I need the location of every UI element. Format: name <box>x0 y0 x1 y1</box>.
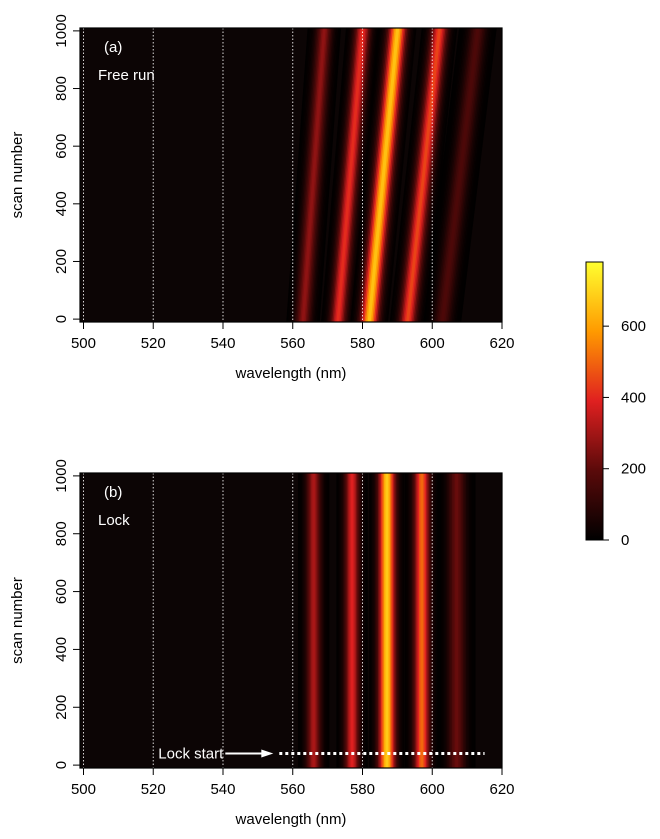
heatmap <box>80 473 502 768</box>
y-tick-label: 800 <box>53 76 70 101</box>
y-axis-label: scan number <box>9 577 26 664</box>
colorbar-tick-label: 600 <box>621 318 646 335</box>
y-tick-label: 0 <box>53 315 70 323</box>
heatmap <box>80 28 502 322</box>
x-tick-label: 600 <box>420 781 445 798</box>
fringe <box>420 473 424 768</box>
fringe <box>350 473 354 768</box>
x-tick-label: 600 <box>420 335 445 352</box>
x-axis-label: wavelength (nm) <box>235 365 347 382</box>
plot-frame <box>79 27 503 323</box>
fringe <box>440 28 480 322</box>
x-tick-label: 580 <box>350 335 375 352</box>
fringe <box>336 28 365 322</box>
panel-subtitle: Lock <box>98 512 130 529</box>
x-tick-label: 520 <box>141 335 166 352</box>
y-tick-label: 800 <box>53 521 70 546</box>
fringe <box>312 473 315 768</box>
x-tick-label: 560 <box>280 781 305 798</box>
fringe <box>367 28 400 322</box>
y-axis-label: scan number <box>9 132 26 219</box>
x-tick-label: 520 <box>141 781 166 798</box>
plot-frame <box>79 472 503 769</box>
y-tick-label: 200 <box>53 249 70 274</box>
arrow-head <box>261 749 274 758</box>
x-tick-label: 620 <box>489 335 514 352</box>
x-tick-label: 620 <box>489 781 514 798</box>
y-tick-label: 200 <box>53 695 70 720</box>
panel-label: (b) <box>104 484 122 501</box>
y-tick-label: 400 <box>53 191 70 216</box>
annotation-text: Lock start <box>158 746 224 763</box>
fringe <box>301 28 326 322</box>
x-axis-label: wavelength (nm) <box>235 811 347 828</box>
x-tick-label: 580 <box>350 781 375 798</box>
x-tick-label: 500 <box>71 335 96 352</box>
y-tick-label: 400 <box>53 637 70 662</box>
fringe <box>455 473 459 768</box>
colorbar-tick-label: 200 <box>621 461 646 478</box>
panel-label: (a) <box>104 39 122 56</box>
fringe <box>385 473 389 768</box>
y-tick-label: 1000 <box>53 14 70 47</box>
colorbar-tick-label: 400 <box>621 389 646 406</box>
x-tick-label: 540 <box>210 781 235 798</box>
y-tick-label: 1000 <box>53 459 70 492</box>
y-tick-label: 600 <box>53 134 70 159</box>
x-tick-label: 560 <box>280 335 305 352</box>
colorbar <box>585 261 604 541</box>
y-tick-label: 0 <box>53 761 70 769</box>
x-tick-label: 540 <box>210 335 235 352</box>
y-tick-label: 600 <box>53 579 70 604</box>
panel-subtitle: Free run <box>98 67 155 84</box>
x-tick-label: 500 <box>71 781 96 798</box>
colorbar-tick-label: 0 <box>621 532 629 549</box>
